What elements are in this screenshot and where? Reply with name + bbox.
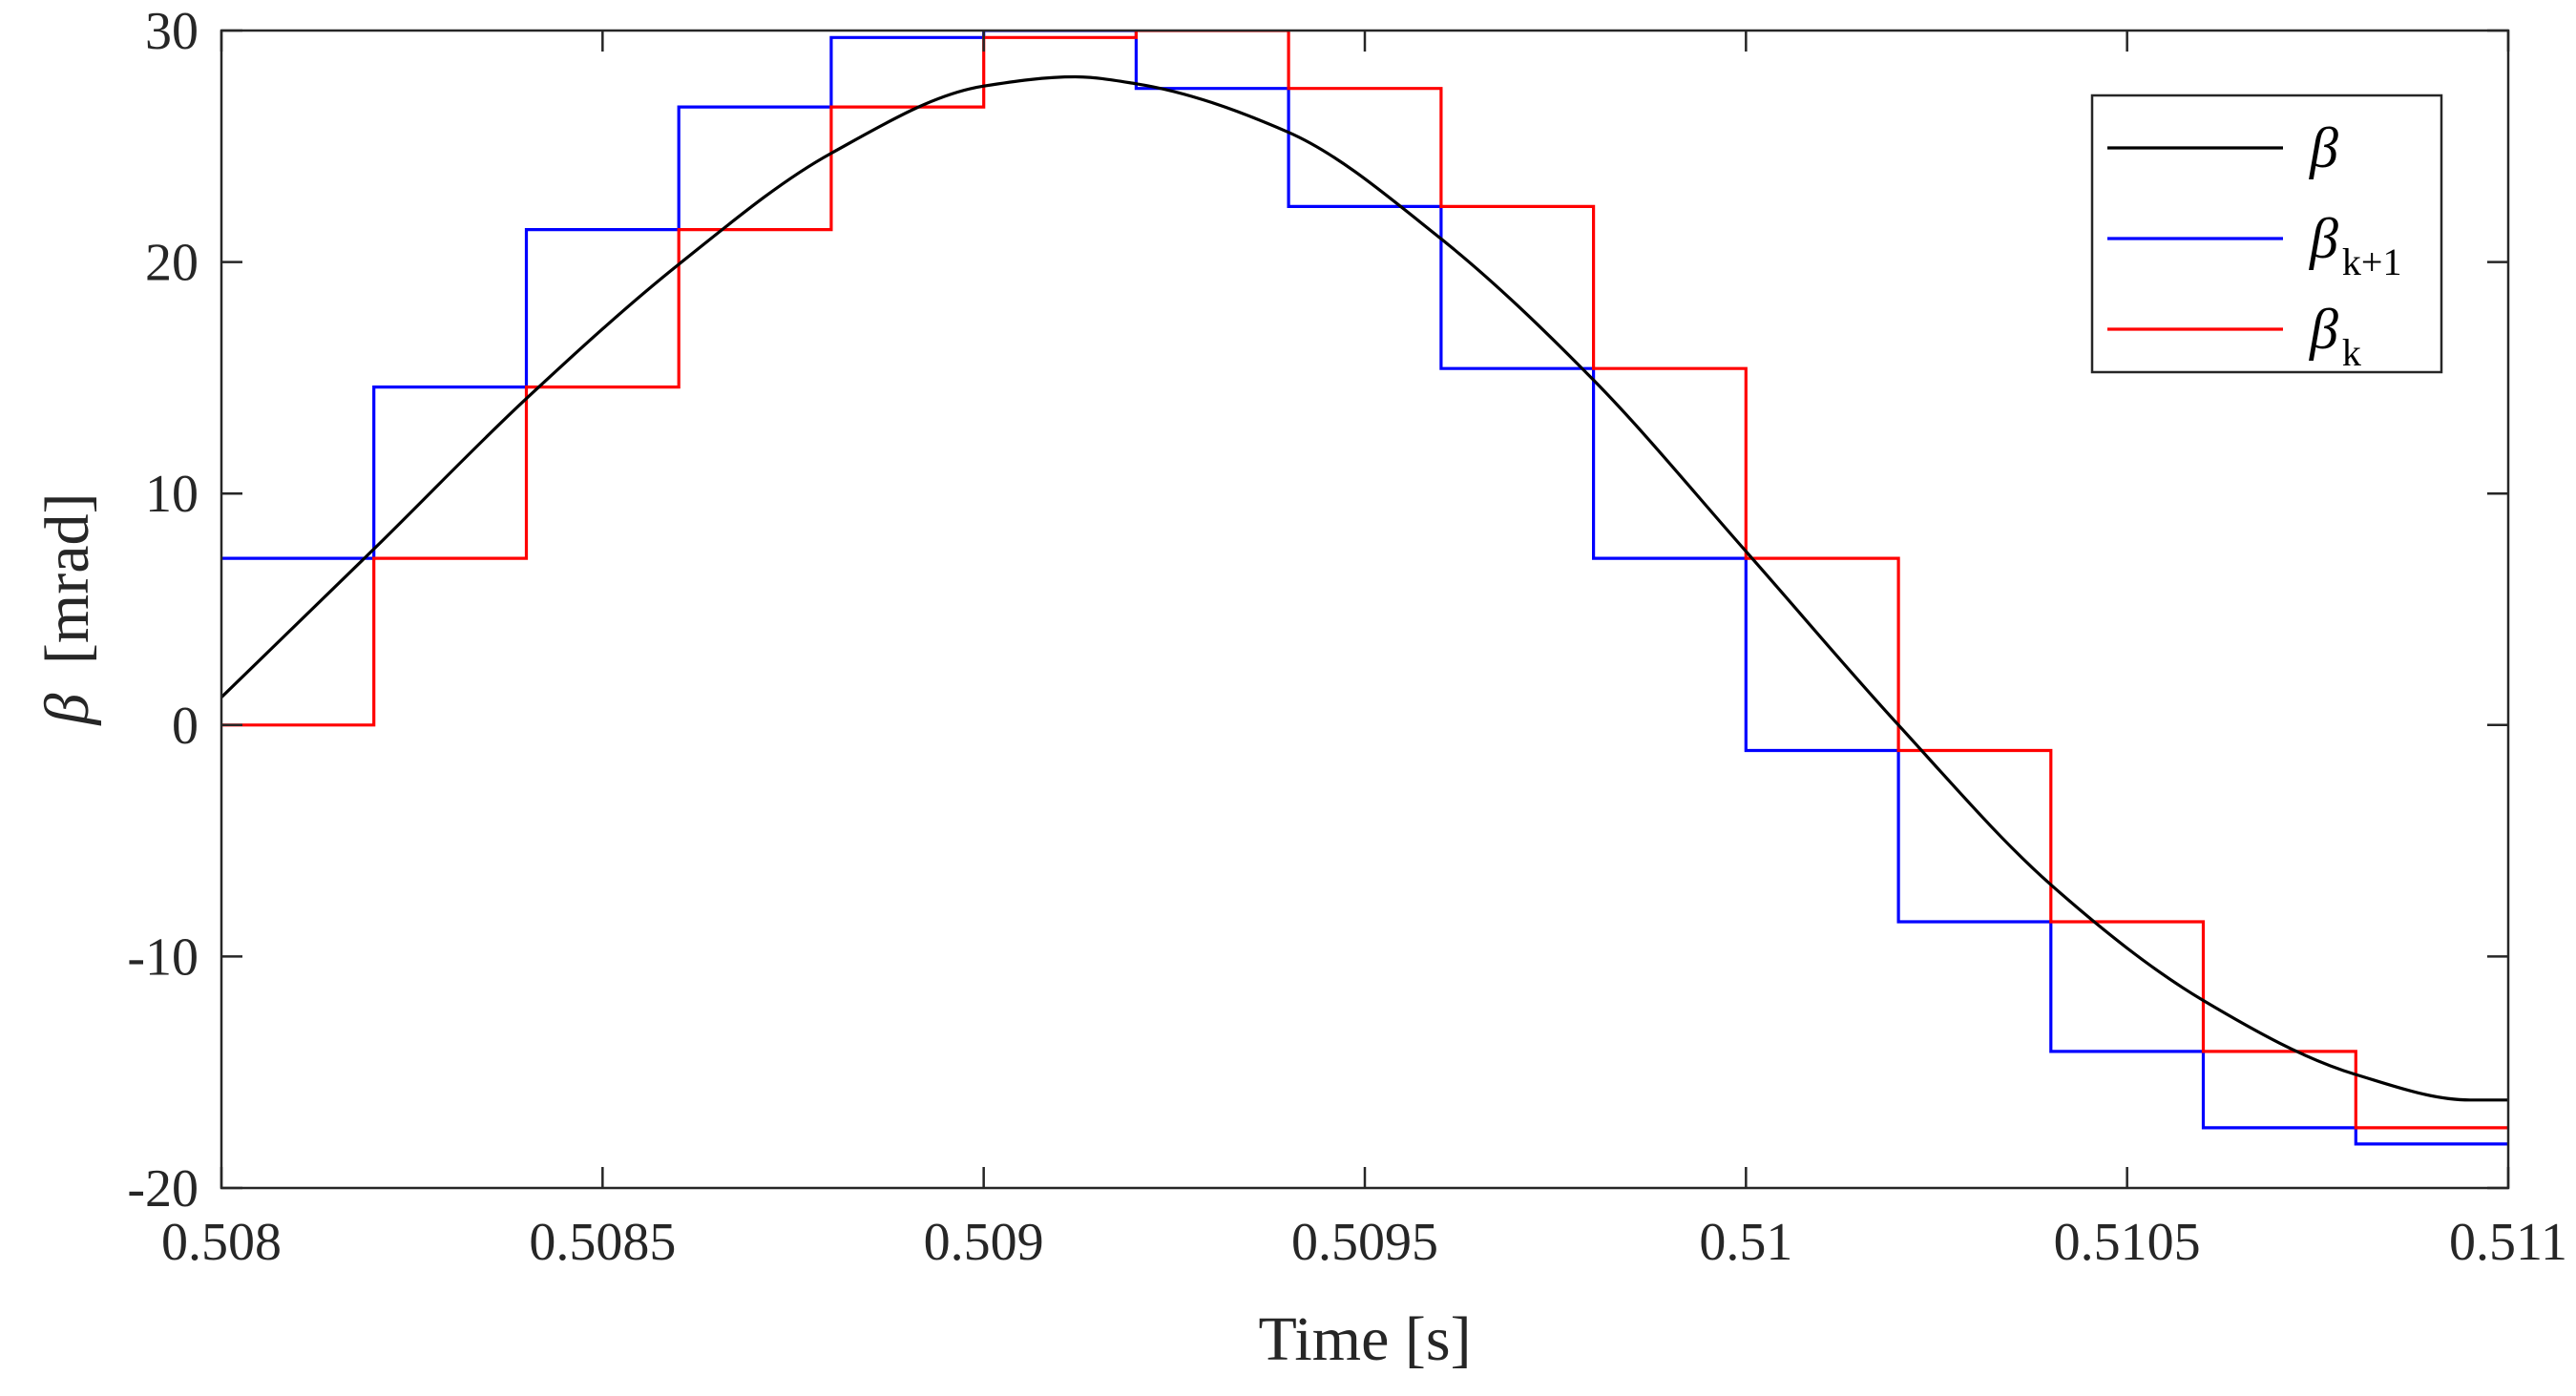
y-tick-label: 0 xyxy=(172,697,199,756)
series-line-beta-k-plus-1 xyxy=(221,31,2508,1146)
legend-items: ββ k+1β k xyxy=(2107,116,2401,374)
x-axis-title: Time [s] xyxy=(1258,1304,1471,1374)
x-tick-label: 0.509 xyxy=(924,1213,1044,1272)
legend-label: β k+1 xyxy=(2309,207,2401,283)
legend-subscript: k xyxy=(2342,331,2361,374)
y-tick-label: -20 xyxy=(127,1159,199,1219)
legend-symbol: β xyxy=(2309,298,2338,361)
legend-label: β xyxy=(2309,116,2338,179)
x-tick-label: 0.508 xyxy=(161,1213,282,1272)
legend-symbol: β xyxy=(2309,207,2338,270)
ticks-layer xyxy=(220,29,2510,1190)
series-layer xyxy=(221,31,2508,1146)
y-tick-label: 20 xyxy=(145,234,199,293)
y-tick-label: 30 xyxy=(145,2,199,61)
series-line-beta-k xyxy=(221,31,2508,1130)
y-tick-label: -10 xyxy=(127,927,199,987)
y-axis-title: β [mrad] xyxy=(32,493,102,727)
x-tick-label: 0.5105 xyxy=(2054,1213,2201,1272)
x-tick-label: 0.5085 xyxy=(529,1213,676,1272)
series-line-beta xyxy=(221,74,2508,1102)
legend-symbol: β xyxy=(2309,116,2338,179)
y-axis-title-text: β [mrad] xyxy=(32,493,102,727)
y-tick-label: 10 xyxy=(145,465,199,524)
x-tick-label: 0.5095 xyxy=(1291,1213,1438,1272)
legend: ββ k+1β k xyxy=(2090,94,2443,374)
x-tick-label: 0.511 xyxy=(2449,1213,2567,1272)
x-tick-label: 0.51 xyxy=(1699,1213,1792,1272)
legend-subscript: k+1 xyxy=(2342,240,2402,283)
y-axis-title-symbol: β xyxy=(32,693,102,726)
y-axis-title-unit: [mrad] xyxy=(32,493,102,665)
legend-box xyxy=(2090,94,2443,374)
tick-labels-layer: 0.508 0.5085 0.509 0.5095 0.51 0.5105 0.511 -20… xyxy=(127,2,2567,1272)
